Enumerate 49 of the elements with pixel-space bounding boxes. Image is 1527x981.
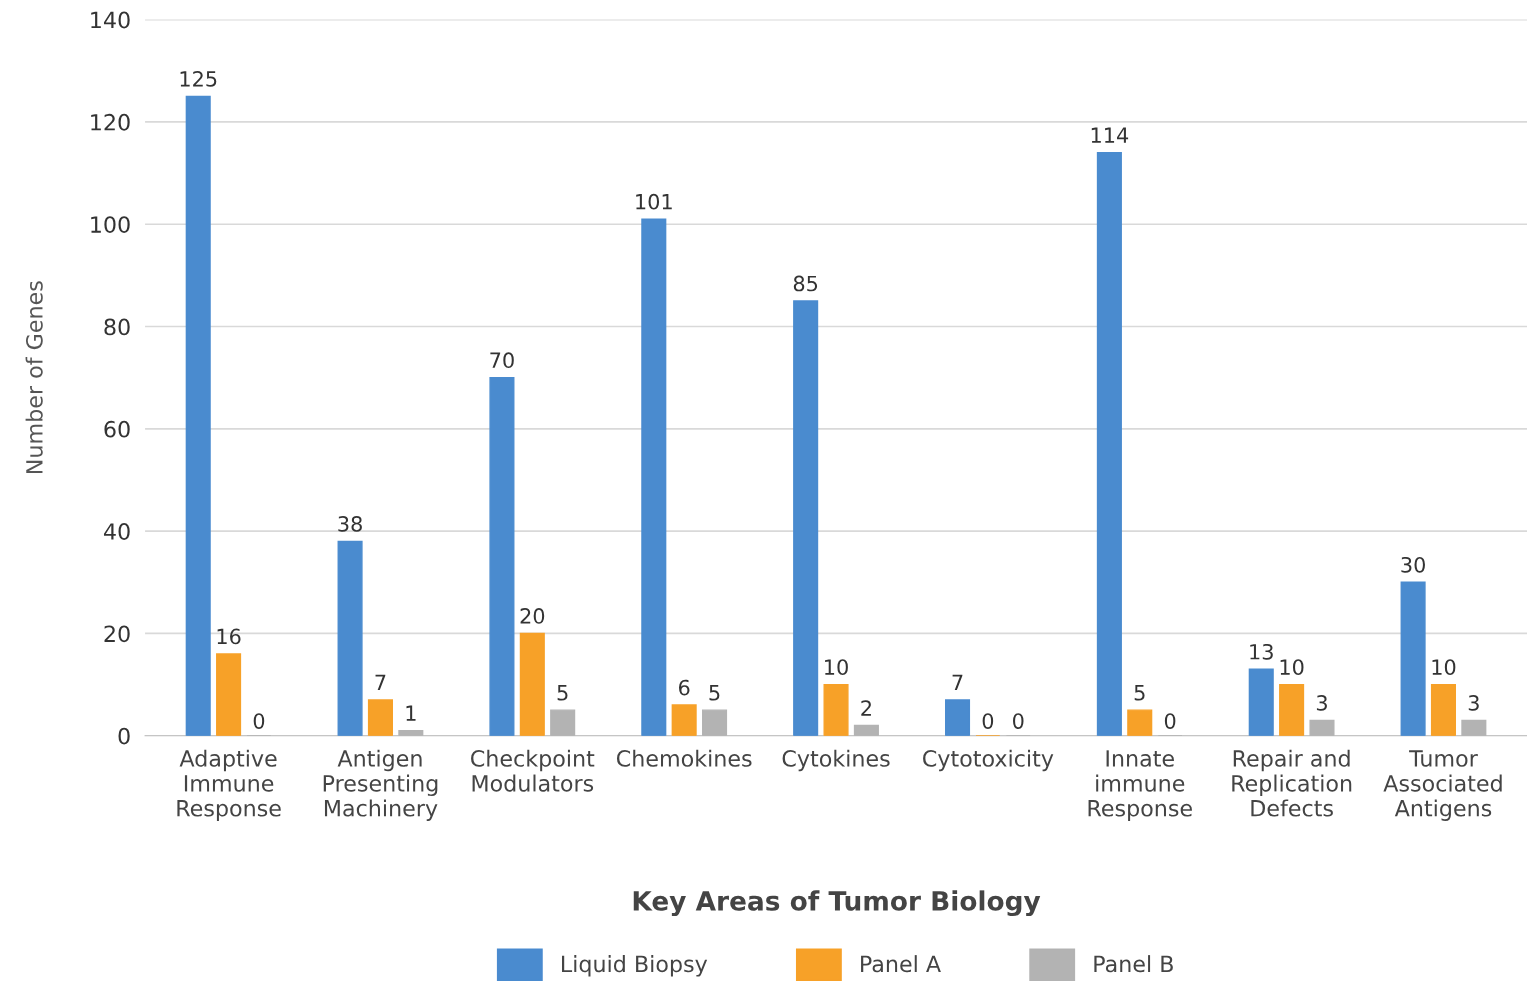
data-label: 3	[1468, 695, 1479, 711]
data-label: 16	[217, 628, 241, 645]
y-tick-label: 0	[118, 727, 130, 745]
data-label: 5	[557, 685, 568, 701]
data-label: 30	[1401, 556, 1425, 573]
data-label: 5	[1134, 685, 1145, 701]
y-tick-label: 140	[91, 11, 130, 29]
data-label: 10	[1280, 659, 1304, 676]
data-label: 13	[1250, 643, 1273, 660]
y-tick-label: 120	[91, 113, 130, 131]
data-label: 70	[490, 352, 514, 369]
data-label: 0	[253, 713, 265, 729]
x-tick-label: Cytokines	[782, 749, 890, 772]
data-label: 7	[375, 674, 386, 691]
data-label: 0	[982, 713, 994, 729]
x-tick-label: Adaptive Immune Response	[177, 749, 281, 821]
legend-label: Panel A	[861, 955, 941, 973]
y-axis-title: Number of Genes	[25, 281, 43, 474]
y-tick-label: 80	[104, 318, 130, 336]
y-tick-label: 20	[104, 625, 130, 643]
data-label: 3	[1316, 695, 1327, 711]
y-tick-label: 60	[104, 420, 130, 438]
data-label: 7	[952, 674, 963, 691]
data-label: 85	[793, 275, 818, 292]
data-label: 20	[520, 608, 545, 624]
x-tick-label: Chemokines	[616, 749, 752, 767]
data-label: 0	[1013, 713, 1024, 729]
data-label: 10	[825, 659, 848, 676]
y-tick-label: 40	[103, 523, 130, 540]
data-label: 6	[679, 679, 690, 696]
x-tick-label: Cytotoxicity	[923, 749, 1054, 772]
y-tick-label: 100	[91, 216, 130, 233]
legend-label: Liquid Biopsy	[562, 955, 708, 977]
data-label: 38	[338, 516, 362, 532]
data-label: 1	[406, 705, 416, 721]
legend-label: Panel B	[1094, 955, 1173, 973]
x-tick-label: Repair and Replication Defects	[1232, 749, 1352, 817]
x-axis-title: Key Areas of Tumor Biology	[633, 890, 1041, 917]
data-label: 114	[1091, 127, 1129, 143]
x-tick-label: Innate immune Response	[1088, 750, 1192, 821]
data-label: 5	[709, 685, 720, 701]
data-label: 2	[861, 700, 871, 716]
data-label: 101	[636, 193, 672, 210]
data-label: 125	[180, 71, 217, 87]
data-label: 10	[1432, 659, 1456, 676]
x-tick-label: Tumor Associated Antigens	[1383, 750, 1502, 821]
x-tick-label: Checkpoint Modulators	[471, 749, 595, 792]
data-label: 0	[1164, 713, 1176, 729]
x-tick-label: Antigen Presenting Machinery	[323, 749, 438, 821]
